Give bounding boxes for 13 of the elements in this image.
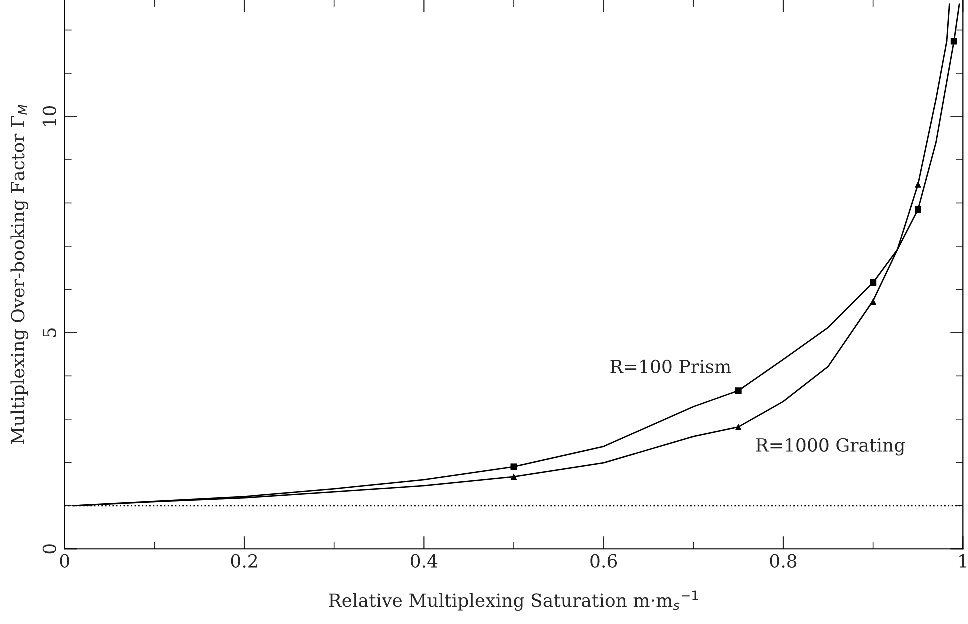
series-label: R=1000 Grating	[756, 438, 906, 456]
x-tick-label: 0.8	[770, 554, 797, 568]
y-tick-label: 5	[43, 328, 56, 338]
y-tick-label: 0	[42, 544, 56, 554]
series-label: R=100 Prism	[610, 360, 732, 374]
x-tick-label: 0.4	[411, 554, 438, 568]
x-tick-label: 0.6	[590, 554, 618, 568]
x-tick-label: 0	[60, 554, 70, 568]
x-tick-label: 1	[960, 554, 966, 568]
y-tick-label: 10	[42, 106, 56, 126]
x-tick-label: 0.2	[231, 554, 258, 568]
x-axis-title: Relative Multiplexing Saturation m·m$_{s}$$^{−1}$	[329, 590, 698, 612]
y-axis-title: Multiplexing Over-booking Factor Γ$_{M}$	[10, 104, 28, 444]
